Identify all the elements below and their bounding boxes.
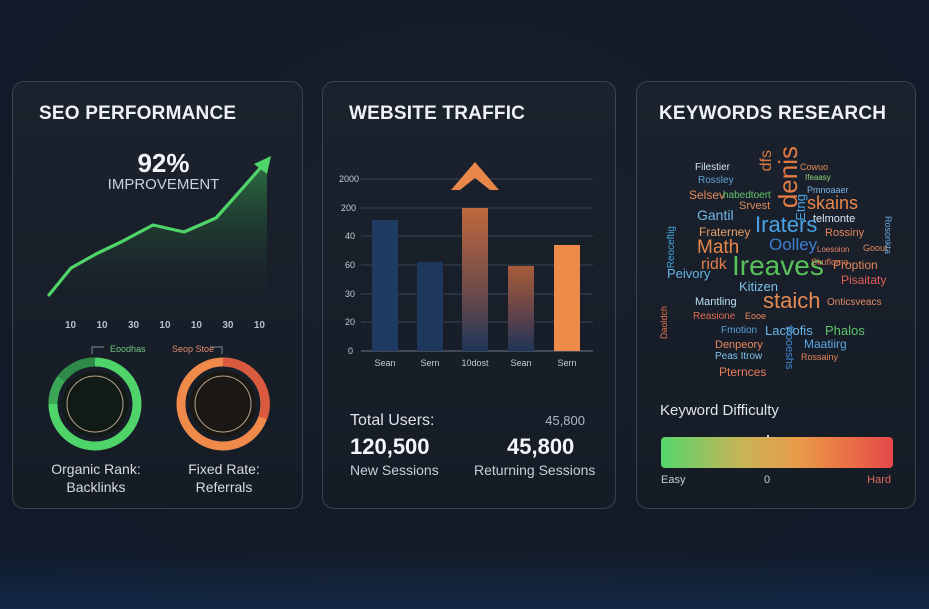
improvement-value: 92% [137,148,190,178]
background-glow [0,549,929,609]
svg-text:Sean: Sean [374,358,395,368]
keyword-difficulty-title: Keyword Difficulty [660,402,779,419]
svg-text:30: 30 [345,289,355,299]
svg-text:2000: 2000 [339,174,359,184]
keyword[interactable]: Eooe [745,311,767,321]
keyword[interactable]: Filestier [695,162,731,173]
keyword[interactable]: Maatiirg [804,337,847,351]
website-traffic-card: WEBSITE TRAFFIC 2000 200 [322,81,616,509]
svg-text:60: 60 [345,260,355,270]
keyword[interactable]: telmonte [813,213,856,225]
keyword[interactable]: Srvest [739,200,771,212]
svg-text:Sern: Sern [557,358,576,368]
keyword[interactable]: Iraters [755,212,818,237]
new-sessions-value: 120,500 [350,434,430,459]
seo-performance-card: SEO PERFORMANCE 92% IMPROVEMENT 10 10 30… [12,81,303,509]
keyword[interactable]: Selsev [689,188,726,202]
keyword[interactable]: Rossiny [825,227,865,239]
keyword-word-cloud: Filestier dfs denis Cowuo Rossley Ifeaas… [657,146,902,386]
svg-text:10dost: 10dost [461,358,489,368]
keyword[interactable]: Ifeaasy [805,173,831,182]
keyword[interactable]: Ireaves [732,250,824,281]
card-title: SEO PERFORMANCE [39,103,237,124]
keyword[interactable]: Rossley [698,175,734,186]
keyword[interactable]: Proption [833,258,878,272]
keyword: Etng [793,194,808,221]
new-sessions-label: New Sessions [350,462,439,478]
keyword[interactable]: Onticsveacs [827,297,882,308]
keyword[interactable]: Pisaitaty [841,273,887,287]
keyword[interactable]: Kitizen [739,279,779,294]
organic-rank-ring [48,357,142,451]
ring-tag-left: Eoodhas [110,344,146,354]
keyword[interactable]: Denpeory [715,339,763,351]
keyword[interactable]: Skuflome [811,257,849,267]
keyword[interactable]: Lactiofis [765,323,813,338]
keyword[interactable]: Fraterney [699,225,751,239]
keyword[interactable]: Cowuo [800,162,829,172]
keyword[interactable]: Oolley [769,235,818,254]
keywords-research-card: KEYWORDS RESEARCH Filestier dfs denis Co… [636,81,916,509]
seo-line-chart [47,156,271,304]
ring-tag-right: Seop Stoe [172,344,215,354]
x-axis-ticks: 10 10 30 10 10 30 10 [65,320,265,331]
keyword[interactable]: Peas Itrow [715,351,763,362]
arrow-up-icon [254,156,271,174]
keyword[interactable]: Fmotion [721,325,758,336]
svg-text:20: 20 [345,317,355,327]
keyword[interactable]: Loesoion [817,245,850,254]
keyword[interactable]: Rossainy [801,352,839,362]
keyword[interactable]: Gantil [697,207,734,223]
keyword: Rooeshs [783,326,795,370]
keyword[interactable]: Reasione [693,311,736,322]
traffic-bar-chart: 2000 200 40 60 30 20 0 Sean Sern 10dost … [339,162,593,368]
keyword[interactable]: Phalos [825,323,865,338]
keyword[interactable]: Pmnoaaer [807,185,849,195]
keyword[interactable]: habedtoert [723,190,771,201]
leader-line [91,346,104,354]
difficulty-marker [767,435,769,438]
keyword[interactable]: ridk [701,256,727,273]
keyword[interactable]: Pternces [719,365,767,379]
keyword[interactable]: Math [697,237,740,258]
total-users-side-value: 45,800 [545,413,585,428]
card-title: KEYWORDS RESEARCH [659,103,887,124]
hard-label: Hard [867,474,891,486]
keyword: Daoldch [659,306,669,340]
svg-text:40: 40 [345,231,355,241]
card-title: WEBSITE TRAFFIC [349,103,526,124]
svg-text:Sern: Sern [420,358,439,368]
svg-text:200: 200 [341,203,356,213]
returning-sessions-value: 45,800 [507,434,575,459]
mid-label: 0 [764,474,771,486]
improvement-label: IMPROVEMENT [107,176,220,193]
total-users-label: Total Users: [350,412,435,429]
fixed-rate-ring [176,357,270,451]
svg-text:0: 0 [348,346,353,356]
keyword[interactable]: Mantling [695,296,737,308]
keyword[interactable]: skains [807,193,859,213]
keyword: Rosonkta [883,216,893,255]
keyword[interactable]: Goout [863,243,888,253]
keyword[interactable]: staich [763,288,821,313]
leader-line [210,346,223,354]
ring-caption-right: Fixed Rate: Referrals [188,461,260,495]
easy-label: Easy [661,474,686,486]
ring-caption-left: Organic Rank: Backlinks [51,461,141,495]
svg-text:Sean: Sean [510,358,531,368]
keyword: Reoceftig [666,226,677,269]
returning-sessions-label: Returning Sessions [474,462,596,478]
keyword-difficulty-bar [661,435,893,468]
keyword[interactable]: Peivory [667,266,711,281]
chevron-up-icon [451,162,499,190]
